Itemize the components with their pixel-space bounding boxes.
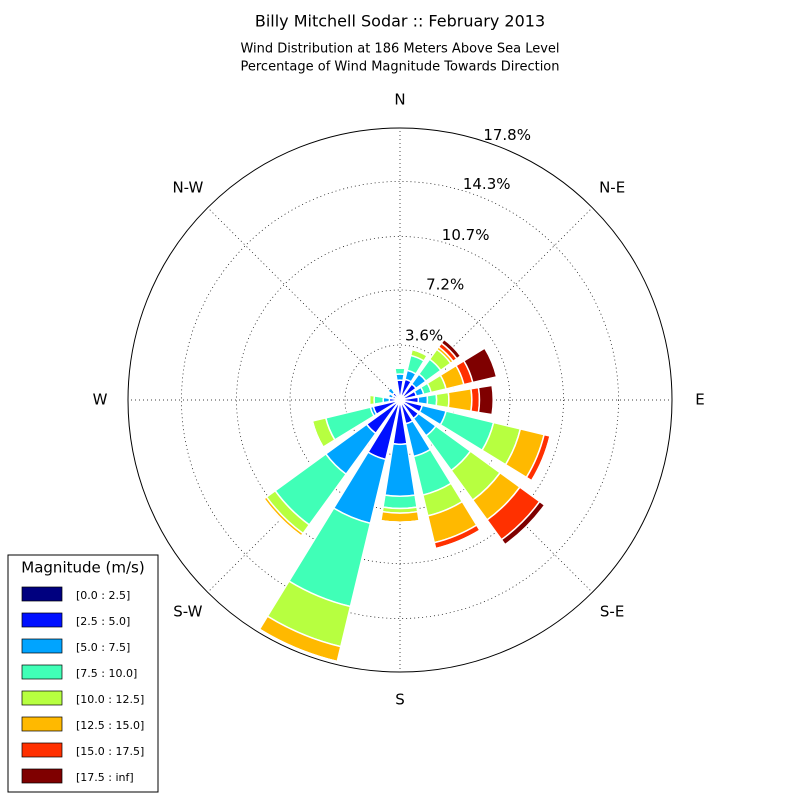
legend-label: [5.0 : 7.5] — [76, 641, 130, 654]
grid-ring — [181, 181, 619, 619]
direction-label: E — [695, 391, 704, 409]
legend-swatch — [21, 638, 63, 654]
r-tick-label: 7.2% — [426, 275, 464, 293]
legend-label: [10.0 : 12.5] — [76, 693, 144, 706]
wedge — [384, 442, 416, 498]
direction-label: S — [395, 691, 405, 709]
wedge — [380, 510, 420, 523]
legend-swatch — [21, 612, 63, 628]
r-tick-label: 10.7% — [442, 226, 490, 244]
legend-label: [2.5 : 5.0] — [76, 615, 130, 628]
legend-swatch — [21, 586, 63, 602]
direction-label: W — [93, 391, 108, 409]
legend-swatch — [21, 716, 63, 732]
wedge — [395, 373, 405, 382]
r-tick-label: 14.3% — [463, 175, 511, 193]
legend-swatch — [21, 742, 63, 758]
r-tick-label: 3.6% — [405, 326, 443, 344]
wedge — [387, 393, 391, 398]
wedge — [311, 420, 324, 448]
wedge — [426, 393, 438, 407]
wedge — [477, 384, 494, 416]
legend-label: [15.0 : 17.5] — [76, 745, 144, 758]
spoke — [399, 207, 593, 401]
wedge — [382, 396, 391, 404]
chart-subtitle: Percentage of Wind Magnitude Towards Dir… — [240, 60, 559, 75]
chart-title: Billy Mitchell Sodar :: February 2013 — [255, 12, 545, 31]
legend-label: [0.0 : 2.5] — [76, 589, 130, 602]
wedge — [395, 391, 399, 395]
wedge — [435, 529, 481, 550]
wedge — [411, 348, 428, 357]
direction-label: N-E — [599, 178, 625, 196]
spoke — [207, 207, 401, 401]
r-tick-label: 17.8% — [483, 126, 531, 144]
wedge — [394, 367, 406, 376]
wedge — [500, 500, 546, 546]
direction-label: N-W — [172, 178, 203, 196]
legend-swatch — [21, 690, 63, 706]
wedge — [447, 387, 473, 413]
legend-label: [17.5 : inf] — [76, 771, 134, 784]
legend-label: [12.5 : 15.0] — [76, 719, 144, 732]
direction-label: N — [394, 91, 405, 109]
legend-swatch — [21, 768, 63, 784]
legend-label: [7.5 : 10.0] — [76, 667, 137, 680]
outer-circle — [127, 127, 673, 673]
wedge — [435, 391, 450, 409]
wedge — [417, 394, 429, 406]
wedge — [382, 494, 418, 510]
direction-label: S-W — [173, 603, 202, 621]
wedge — [373, 395, 385, 405]
wedge — [470, 386, 481, 414]
grid-ring — [236, 236, 564, 564]
legend-swatch — [21, 664, 63, 680]
direction-label: S-E — [600, 603, 624, 621]
wedge — [462, 347, 498, 384]
wedge — [440, 338, 462, 360]
legend-title: Magnitude (m/s) — [21, 559, 144, 577]
chart-subtitle: Wind Distribution at 186 Meters Above Se… — [240, 42, 559, 57]
